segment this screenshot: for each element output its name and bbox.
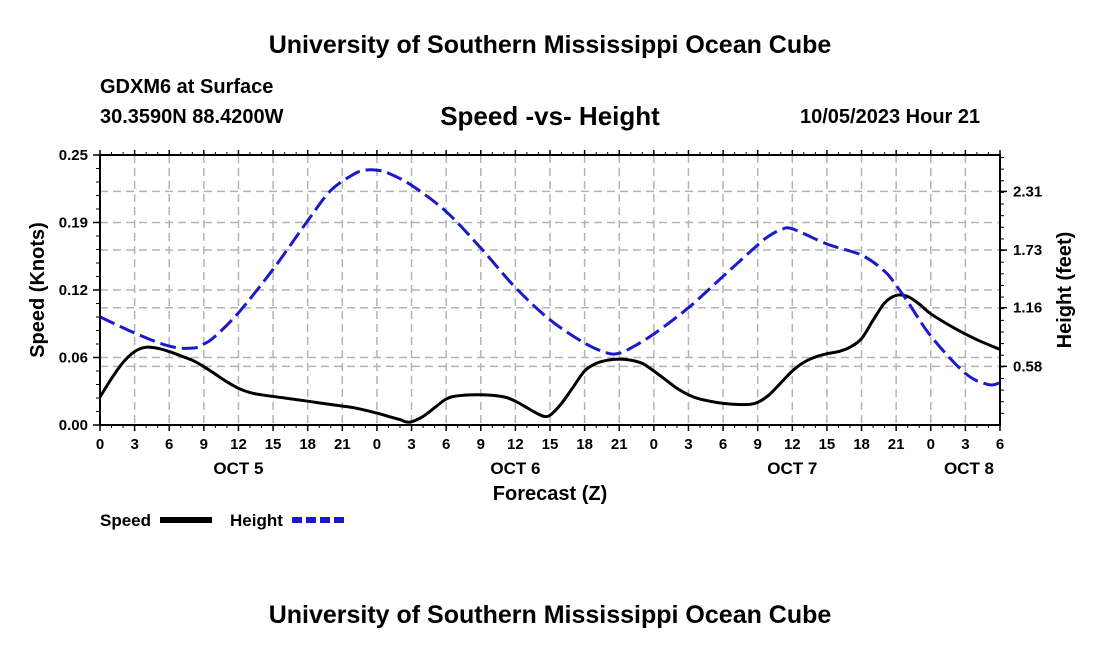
x-tick-label: 0 xyxy=(373,436,381,453)
x-tick-label: 15 xyxy=(265,436,282,453)
footer-title: University of Southern Mississippi Ocean… xyxy=(268,601,832,629)
x-tick-label: 6 xyxy=(442,436,450,453)
x-tick-label: 15 xyxy=(819,436,836,453)
x-tick-label: 6 xyxy=(719,436,727,453)
y-tick-label: 0.12 xyxy=(59,282,88,299)
forecast-datetime: 10/05/2023 Hour 21 xyxy=(800,106,981,128)
x-tick-label: 3 xyxy=(407,436,415,453)
y-tick-label: 0.00 xyxy=(59,417,88,434)
x-tick-label: 9 xyxy=(200,436,208,453)
date-label: OCT 5 xyxy=(213,459,263,478)
y-axis-title: Speed (Knots) xyxy=(27,222,49,358)
x-tick-label: 18 xyxy=(853,436,870,453)
x-axis-title: Forecast (Z) xyxy=(493,483,607,505)
date-label: OCT 8 xyxy=(944,459,994,478)
y-tick-label: 0.25 xyxy=(59,147,88,164)
station-label: GDXM6 at Surface xyxy=(100,76,274,98)
main-title: University of Southern Mississippi Ocean… xyxy=(268,31,832,59)
x-tick-label: 3 xyxy=(684,436,692,453)
speed-series-line xyxy=(98,293,1001,424)
date-label: OCT 6 xyxy=(490,459,540,478)
x-tick-label: 18 xyxy=(576,436,593,453)
chart-title: Speed -vs- Height xyxy=(440,101,660,131)
legend-height-label: Height xyxy=(230,511,283,530)
x-tick-label: 0 xyxy=(927,436,935,453)
speed-height-chart: 0 3 6 9 12 15 18 21 0 3 6 9 12 15 18 21 0 3 6 9 12 15 18 21 0 3 6O… xyxy=(27,147,1076,530)
x-tick-label: 15 xyxy=(542,436,559,453)
y2-tick-label: 2.31 xyxy=(1013,183,1042,200)
x-tick-label: 18 xyxy=(299,436,316,453)
date-label: OCT 7 xyxy=(767,459,817,478)
x-tick-label: 0 xyxy=(650,436,658,453)
x-tick-label: 12 xyxy=(784,436,801,453)
x-tick-label: 12 xyxy=(230,436,247,453)
x-tick-label: 12 xyxy=(507,436,524,453)
grid xyxy=(100,155,1000,425)
x-tick-label: 9 xyxy=(754,436,762,453)
x-tick-label: 3 xyxy=(961,436,969,453)
x-tick-label: 21 xyxy=(888,436,905,453)
axis-ticks xyxy=(93,150,1007,431)
legend-speed-label: Speed xyxy=(100,511,151,530)
series-lines xyxy=(98,168,1001,424)
y2-axis-title: Height (feet) xyxy=(1054,232,1076,349)
legend: Speed Height xyxy=(100,511,344,530)
y2-tick-label: 0.58 xyxy=(1013,358,1042,375)
x-tick-label: 6 xyxy=(996,436,1004,453)
coordinates-label: 30.3590N 88.4200W xyxy=(100,106,284,128)
y-tick-label: 0.19 xyxy=(59,215,88,232)
x-tick-label: 6 xyxy=(165,436,173,453)
x-tick-label: 21 xyxy=(334,436,351,453)
axis-labels: 0 3 6 9 12 15 18 21 0 3 6 9 12 15 18 21 0 3 6 9 12 15 18 21 0 3 6O… xyxy=(59,147,1042,478)
x-tick-label: 0 xyxy=(96,436,104,453)
x-tick-label: 3 xyxy=(130,436,138,453)
y2-tick-label: 1.73 xyxy=(1013,242,1042,259)
x-tick-label: 21 xyxy=(611,436,628,453)
y-tick-label: 0.06 xyxy=(59,350,88,367)
y2-tick-label: 1.16 xyxy=(1013,300,1042,317)
x-tick-label: 9 xyxy=(477,436,485,453)
